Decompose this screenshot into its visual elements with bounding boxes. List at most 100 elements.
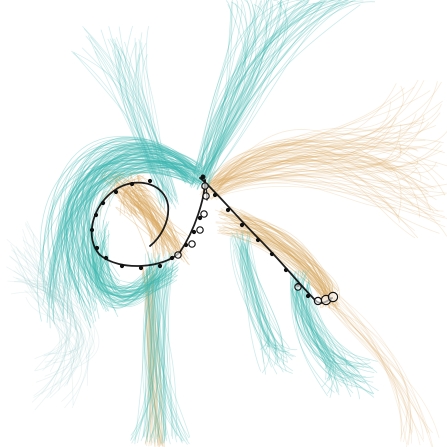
teal-trajectory [14, 280, 91, 387]
teal-trajectory [25, 249, 93, 358]
teal-trajectory [15, 277, 78, 359]
teal-trajectory [155, 263, 168, 442]
teal-trajectory [112, 38, 162, 203]
tan-trajectory [148, 265, 159, 447]
tan-trajectory [138, 200, 153, 243]
teal-trajectory [17, 249, 72, 395]
tan-trajectory [148, 265, 155, 445]
teal-trajectory [299, 277, 371, 365]
teal-trajectory [102, 259, 166, 306]
tan-trajectory [126, 183, 163, 252]
tan-trajectory [219, 227, 328, 295]
control-point-circle [196, 226, 204, 234]
tan-trajectory [338, 298, 407, 445]
teal-trajectory [24, 290, 79, 364]
tan-trajectory [129, 170, 164, 257]
tan-trajectory [216, 104, 442, 185]
teal-trajectory [151, 259, 158, 442]
teal-trajectory [22, 228, 66, 391]
tan-trajectory [213, 149, 444, 212]
teal-trajectory [86, 159, 201, 275]
teal-trajectory [49, 142, 204, 329]
teal-trajectory [197, 0, 251, 182]
teal-trajectory [201, 0, 339, 188]
tan-trajectory [119, 184, 177, 249]
teal-trajectory [145, 258, 160, 443]
teal-trajectory [40, 150, 194, 305]
teal-trajectory [300, 288, 352, 365]
tan-trajectory [213, 156, 394, 188]
teal-trajectory [242, 243, 285, 366]
tan-trajectory [217, 129, 393, 188]
tan-trajectory [134, 189, 153, 243]
teal-trajectory [294, 270, 360, 400]
teal-trajectory [13, 270, 84, 383]
teal-trajectory [66, 146, 196, 294]
teal-trajectory [295, 276, 359, 367]
teal-trajectory [76, 171, 190, 328]
tan-trajectory [235, 218, 340, 296]
control-point-circle [202, 192, 210, 200]
teal-trajectory [293, 273, 374, 383]
teal-trajectory [242, 242, 279, 363]
teal-trajectory [243, 247, 293, 374]
path-vertex-dot [89, 227, 95, 233]
tan-trajectory [118, 199, 157, 238]
teal-trajectory [124, 25, 170, 202]
tan-trajectory [321, 294, 411, 434]
teal-trajectory [194, 0, 268, 188]
path-vertices [89, 174, 339, 306]
tan-trajectory [145, 269, 157, 447]
teal-trajectory [65, 172, 187, 317]
teal-trajectory [292, 288, 334, 382]
teal-trajectory [63, 146, 189, 294]
control-point-circle [313, 296, 323, 306]
teal-trajectory [200, 0, 354, 185]
teal-trajectory [295, 285, 352, 379]
teal-trajectory [91, 220, 179, 300]
teal-trajectory [149, 269, 173, 438]
tan-trajectory [200, 128, 396, 196]
tan-trajectory [216, 157, 435, 214]
tan-trajectory [137, 194, 181, 254]
teal-trajectory [157, 251, 190, 445]
path-vertex-dot [147, 178, 153, 184]
teal-trajectory [161, 268, 172, 437]
tan-trajectory [243, 214, 329, 295]
tan-trajectory [153, 268, 160, 447]
tan-trajectory [142, 273, 154, 447]
teal-trajectory [146, 249, 167, 438]
tan-trajectory [217, 79, 419, 194]
tan-trajectory [145, 268, 153, 445]
teal-trajectory [146, 264, 183, 444]
path-vertex-dot [103, 255, 109, 261]
control-point-circle [201, 182, 209, 190]
teal-trajectory [152, 258, 166, 439]
teal-trajectory [204, 2, 348, 176]
teal-trajectory [58, 167, 195, 302]
tan-trajectory [107, 173, 191, 238]
tan-trajectory [219, 81, 438, 190]
teal-trajectory [47, 148, 192, 303]
tan-trajectory [219, 142, 435, 219]
tan-trajectory [330, 303, 413, 435]
teal-trajectory [58, 156, 204, 285]
tan-trajectory [101, 178, 183, 245]
tan-trajectory [321, 297, 421, 446]
teal-trajectory [198, 0, 268, 176]
teal-trajectory [239, 239, 281, 349]
teal-trajectory [236, 243, 296, 357]
teal-trajectory [295, 289, 347, 381]
control-point-circle [174, 251, 182, 259]
teal-trajectory [162, 252, 188, 445]
control-point-circle [200, 210, 208, 218]
tan-trajectory [203, 145, 422, 181]
teal-trajectory [107, 38, 162, 199]
tan-trajectory [200, 86, 415, 190]
tan-trajectory [202, 80, 425, 199]
teal-trajectory [302, 271, 375, 398]
teal-trajectory [244, 248, 279, 347]
teal-trajectory [130, 266, 161, 436]
teal-trajectory [135, 53, 166, 205]
teal-trajectory [196, 1, 288, 190]
